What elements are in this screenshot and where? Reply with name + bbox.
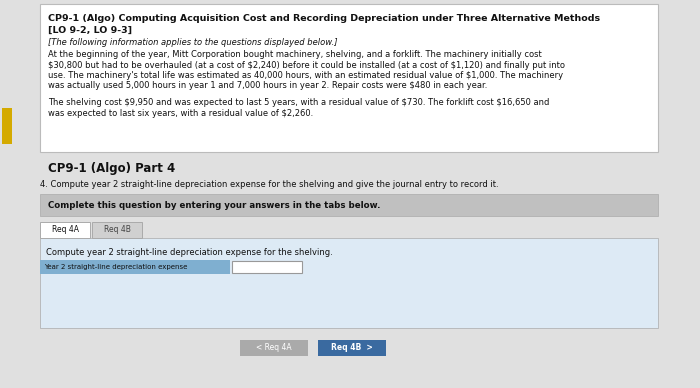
Text: CP9-1 (Algo) Part 4: CP9-1 (Algo) Part 4 <box>48 162 175 175</box>
FancyBboxPatch shape <box>240 340 308 356</box>
Text: $30,800 but had to be overhauled (at a cost of $2,240) before it could be instal: $30,800 but had to be overhauled (at a c… <box>48 61 565 69</box>
FancyBboxPatch shape <box>40 4 658 152</box>
FancyBboxPatch shape <box>318 340 386 356</box>
Text: use. The machinery's total life was estimated as 40,000 hours, with an estimated: use. The machinery's total life was esti… <box>48 71 563 80</box>
Text: The shelving cost $9,950 and was expected to last 5 years, with a residual value: The shelving cost $9,950 and was expecte… <box>48 98 550 107</box>
Text: was expected to last six years, with a residual value of $2,260.: was expected to last six years, with a r… <box>48 109 314 118</box>
FancyBboxPatch shape <box>40 260 230 274</box>
Text: Year 2 straight-line depreciation expense: Year 2 straight-line depreciation expens… <box>44 264 188 270</box>
Text: CP9-1 (Algo) Computing Acquisition Cost and Recording Depreciation under Three A: CP9-1 (Algo) Computing Acquisition Cost … <box>48 14 600 23</box>
FancyBboxPatch shape <box>92 222 142 238</box>
Text: Req 4B: Req 4B <box>104 225 130 234</box>
Text: [The following information applies to the questions displayed below.]: [The following information applies to th… <box>48 38 337 47</box>
Text: Req 4B  >: Req 4B > <box>331 343 373 353</box>
Text: was actually used 5,000 hours in year 1 and 7,000 hours in year 2. Repair costs : was actually used 5,000 hours in year 1 … <box>48 81 487 90</box>
Text: < Req 4A: < Req 4A <box>256 343 292 353</box>
Text: Req 4A: Req 4A <box>52 225 78 234</box>
Text: Complete this question by entering your answers in the tabs below.: Complete this question by entering your … <box>48 201 381 210</box>
FancyBboxPatch shape <box>232 261 302 273</box>
Text: Compute year 2 straight-line depreciation expense for the shelving.: Compute year 2 straight-line depreciatio… <box>46 248 332 257</box>
FancyBboxPatch shape <box>2 108 12 144</box>
FancyBboxPatch shape <box>40 194 658 216</box>
FancyBboxPatch shape <box>40 222 90 238</box>
Text: At the beginning of the year, Mitt Corporation bought machinery, shelving, and a: At the beginning of the year, Mitt Corpo… <box>48 50 542 59</box>
FancyBboxPatch shape <box>40 238 658 328</box>
Text: 4. Compute year 2 straight-line depreciation expense for the shelving and give t: 4. Compute year 2 straight-line deprecia… <box>40 180 498 189</box>
Text: [LO 9-2, LO 9-3]: [LO 9-2, LO 9-3] <box>48 26 132 35</box>
